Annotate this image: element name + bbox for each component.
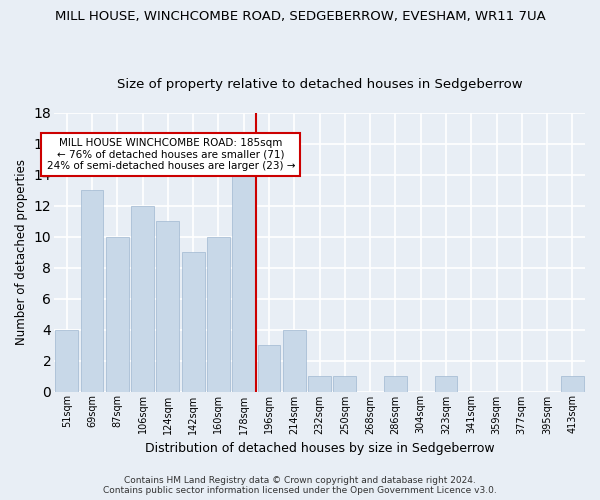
Bar [232, 175, 255, 392]
Bar [55, 330, 78, 392]
X-axis label: Distribution of detached houses by size in Sedgeberrow: Distribution of detached houses by size … [145, 442, 494, 455]
Bar [106, 237, 128, 392]
Bar [207, 237, 230, 392]
Bar [384, 376, 407, 392]
Text: MILL HOUSE, WINCHCOMBE ROAD, SEDGEBERROW, EVESHAM, WR11 7UA: MILL HOUSE, WINCHCOMBE ROAD, SEDGEBERROW… [55, 10, 545, 23]
Title: Size of property relative to detached houses in Sedgeberrow: Size of property relative to detached ho… [117, 78, 523, 91]
Bar [308, 376, 331, 392]
Bar [182, 252, 205, 392]
Bar [561, 376, 584, 392]
Y-axis label: Number of detached properties: Number of detached properties [15, 160, 28, 346]
Text: MILL HOUSE WINCHCOMBE ROAD: 185sqm
← 76% of detached houses are smaller (71)
24%: MILL HOUSE WINCHCOMBE ROAD: 185sqm ← 76%… [47, 138, 295, 172]
Bar [157, 222, 179, 392]
Bar [80, 190, 103, 392]
Text: Contains HM Land Registry data © Crown copyright and database right 2024.
Contai: Contains HM Land Registry data © Crown c… [103, 476, 497, 495]
Bar [434, 376, 457, 392]
Bar [334, 376, 356, 392]
Bar [257, 345, 280, 392]
Bar [283, 330, 305, 392]
Bar [131, 206, 154, 392]
